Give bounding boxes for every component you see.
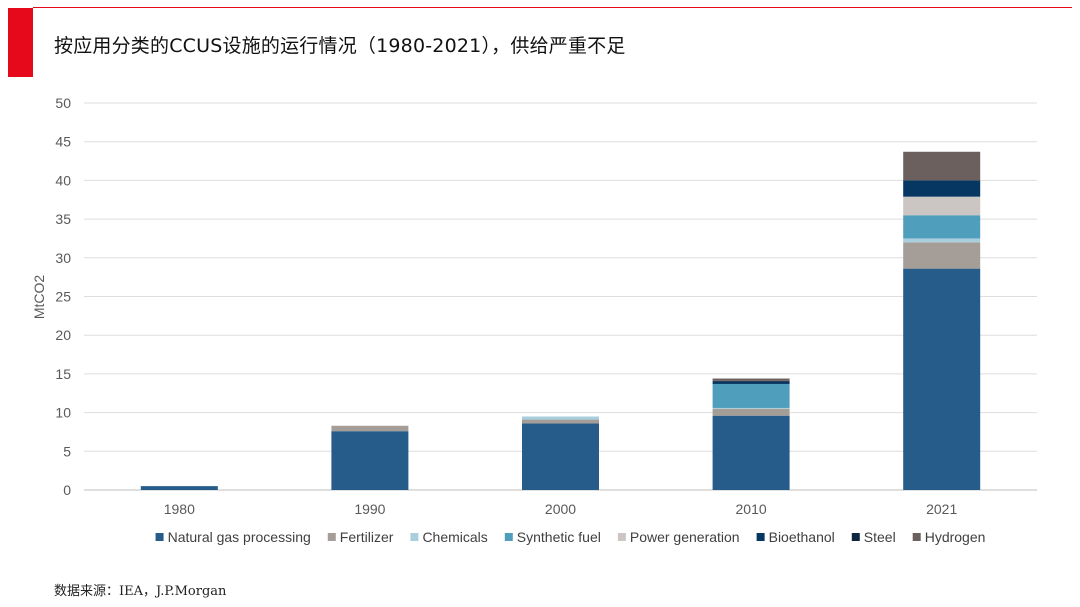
bar-segment (903, 268, 981, 490)
y-tick-label: 45 (55, 134, 71, 150)
bar-segment (903, 196, 981, 216)
y-tick-label: 50 (55, 95, 71, 111)
bar-segment (331, 425, 409, 432)
legend-swatch (912, 533, 921, 541)
x-tick-label: 1990 (354, 501, 385, 517)
x-tick-label: 2010 (736, 501, 767, 517)
source-note: 数据来源：IEA，J.P.Morgan (54, 584, 227, 599)
legend-swatch (851, 533, 860, 541)
bar-segment (903, 215, 981, 239)
y-axis-label: MtCO2 (31, 275, 47, 320)
y-tick-label: 20 (55, 327, 71, 343)
bar-segment (903, 151, 981, 181)
legend-swatch (617, 533, 626, 541)
chart-title: 按应用分类的CCUS设施的运行情况（1980-2021），供给严重不足 (54, 35, 626, 57)
bar-segment (712, 378, 790, 381)
legend-swatch (155, 533, 164, 541)
legend-swatch (756, 533, 765, 541)
legend-label: Hydrogen (925, 529, 986, 545)
x-tick-label: 2021 (926, 501, 957, 517)
legend-label: Synthetic fuel (517, 529, 601, 545)
legend-label: Steel (864, 529, 896, 545)
y-tick-label: 35 (55, 211, 71, 227)
legend-label: Bioethanol (769, 529, 835, 545)
legend-label: Power generation (630, 529, 740, 545)
legend-label: Natural gas processing (168, 529, 311, 545)
legend-label: Fertilizer (340, 529, 394, 545)
bar-segment (903, 242, 981, 269)
bar-segment (712, 383, 790, 408)
y-tick-label: 25 (55, 289, 71, 305)
y-tick-label: 15 (55, 366, 71, 382)
y-tick-label: 40 (55, 172, 71, 188)
bar-segment (140, 486, 218, 490)
bar-segment (712, 380, 790, 382)
legend-swatch (410, 533, 419, 541)
x-tick-label: 1980 (164, 501, 195, 517)
bar-segment (712, 415, 790, 490)
title-accent-bar (8, 8, 33, 77)
y-tick-label: 10 (55, 405, 71, 421)
x-tick-label: 2000 (545, 501, 576, 517)
y-tick-label: 5 (63, 443, 71, 459)
legend-swatch (504, 533, 513, 541)
bar-segment (903, 238, 981, 243)
legend-swatch (327, 533, 336, 541)
bar-segment (522, 419, 599, 424)
bar-segment (331, 431, 409, 490)
bar-segment (712, 408, 790, 416)
bar-segment (712, 381, 790, 384)
y-tick-label: 0 (63, 482, 71, 498)
legend-label: Chemicals (422, 529, 487, 545)
bar-segment (522, 416, 599, 420)
bar-segment (903, 180, 981, 197)
bar-segment (712, 407, 790, 409)
y-tick-label: 30 (55, 250, 71, 266)
bar-segment (522, 423, 599, 490)
header-rule (33, 7, 1072, 8)
